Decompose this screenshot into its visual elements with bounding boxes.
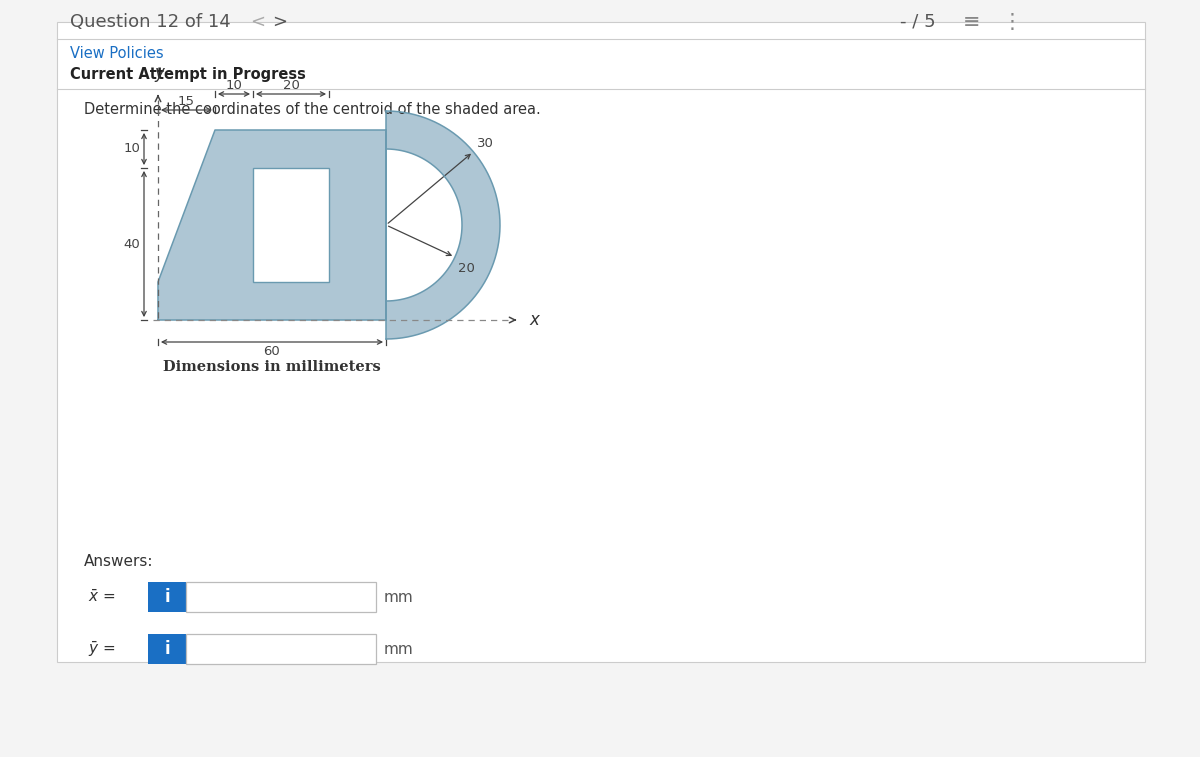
Text: <: < [250, 13, 265, 31]
Text: $\bar{x}$ =: $\bar{x}$ = [88, 589, 115, 605]
Text: - / 5: - / 5 [900, 13, 936, 31]
Text: 10: 10 [226, 79, 242, 92]
Text: y: y [154, 64, 164, 82]
Text: x: x [529, 311, 539, 329]
Polygon shape [386, 111, 500, 339]
Text: Determine the coordinates of the centroid of the shaded area.: Determine the coordinates of the centroi… [84, 101, 541, 117]
Text: 10: 10 [124, 142, 140, 155]
Polygon shape [158, 130, 386, 320]
Bar [148, 582, 186, 612]
Text: Question 12 of 14: Question 12 of 14 [70, 13, 230, 31]
Text: 60: 60 [264, 345, 281, 358]
Bar [58, 22, 1145, 662]
Text: $\bar{y}$ =: $\bar{y}$ = [88, 640, 115, 659]
Text: i: i [164, 640, 170, 658]
Bar [253, 168, 329, 282]
Text: i: i [164, 588, 170, 606]
Text: 30: 30 [478, 137, 494, 150]
Text: Dimensions in millimeters: Dimensions in millimeters [163, 360, 380, 374]
Text: Current Attempt in Progress: Current Attempt in Progress [70, 67, 306, 82]
Text: mm: mm [384, 641, 414, 656]
Bar [186, 582, 376, 612]
Text: 20: 20 [282, 79, 300, 92]
Text: 40: 40 [124, 238, 140, 251]
Text: ≡: ≡ [964, 12, 980, 32]
Bar [186, 634, 376, 664]
Text: mm: mm [384, 590, 414, 605]
Text: Answers:: Answers: [84, 554, 154, 569]
Text: 20: 20 [458, 262, 475, 275]
Text: View Policies: View Policies [70, 46, 163, 61]
Text: ⋮: ⋮ [1002, 12, 1022, 32]
Text: >: > [272, 13, 287, 31]
Text: 15: 15 [178, 95, 194, 108]
Bar [148, 634, 186, 664]
Polygon shape [386, 149, 462, 301]
